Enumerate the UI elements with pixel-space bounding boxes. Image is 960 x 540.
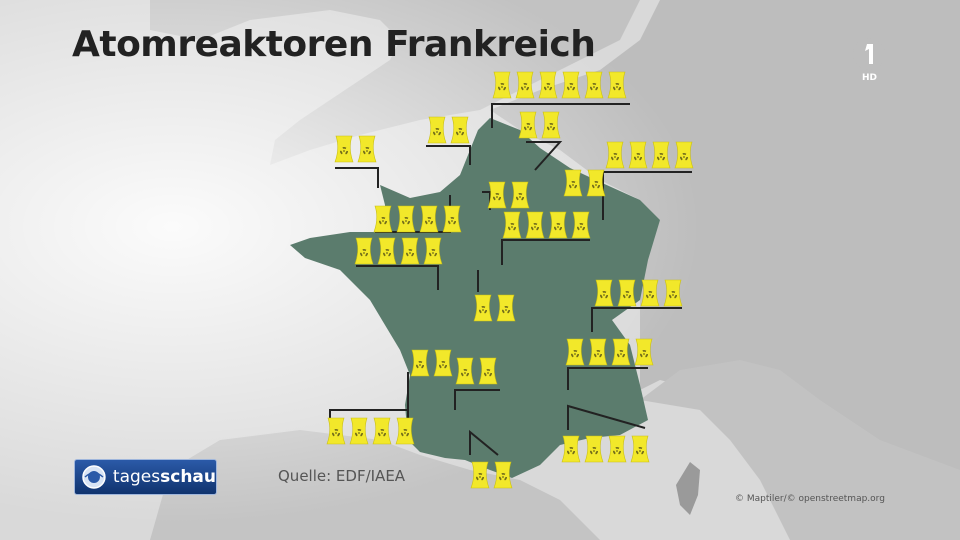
reactor-group [487,181,530,209]
tagesschau-logo: tagesschau [74,459,217,495]
reactor-icon [334,135,354,163]
hd-badge: HD [862,73,877,82]
reactor-icon [640,279,660,307]
reactor-icon [496,294,516,322]
reactor-icon [455,357,475,385]
reactor-icon [487,181,507,209]
reactor-icon [565,338,585,366]
reactor-icon [478,357,498,385]
reactor-icon [630,435,650,463]
reactor-icon [493,461,513,489]
reactor-icon [450,116,470,144]
reactor-icon [442,205,462,233]
reactor-icon [594,279,614,307]
reactor-group [561,435,650,463]
reactor-icon [586,169,606,197]
reactor-icon [354,237,374,265]
reactor-icon [427,116,447,144]
reactor-icon [584,435,604,463]
reactor-icon [628,141,648,169]
ard-one-logo: HD [853,38,885,82]
reactor-icons [326,71,694,489]
reactor-icon [541,111,561,139]
reactor-group [502,211,591,239]
reactor-icon [561,435,581,463]
reactor-icon [377,237,397,265]
logo-brand-regular: tages [112,467,161,487]
map-credit: © Maptiler/© openstreetmap.org [735,494,885,504]
reactor-group [565,338,654,366]
reactor-group [410,349,453,377]
reactor-icon [617,279,637,307]
reactor-icon [634,338,654,366]
reactor-icon [607,71,627,99]
reactor-group [518,111,561,139]
reactor-group [334,135,377,163]
reactor-group [470,461,513,489]
reactor-icon [663,279,683,307]
reactor-icon [563,169,583,197]
reactor-icon [611,338,631,366]
reactor-icon [561,71,581,99]
reactor-group [605,141,694,169]
reactor-group [354,237,443,265]
source-label: Quelle: EDF/IAEA [278,467,406,485]
reactor-icon [674,141,694,169]
logo-brand-bold: schau [160,467,216,487]
reactor-group [563,169,606,197]
reactor-icon [433,349,453,377]
corsica-shape [676,462,700,515]
reactor-icon [538,71,558,99]
tagesschau-globe-icon [82,465,106,489]
reactor-group [492,71,627,99]
reactor-group [594,279,683,307]
reactor-icon [410,349,430,377]
reactor-icon [607,435,627,463]
reactor-group [473,294,516,322]
reactor-icon [510,181,530,209]
reactor-icon [515,71,535,99]
reactor-icon [588,338,608,366]
reactor-group [326,417,415,445]
reactor-icon [492,71,512,99]
reactor-icon [349,417,369,445]
reactor-icon [357,135,377,163]
reactor-icon [548,211,568,239]
reactor-icon [373,205,393,233]
reactor-group [427,116,470,144]
reactor-icon [518,111,538,139]
reactor-icon [584,71,604,99]
reactor-group [455,357,498,385]
reactor-icon [502,211,522,239]
reactor-icon [396,205,416,233]
reactor-icon [470,461,490,489]
map-title: Atomreaktoren Frankreich [72,24,596,65]
reactor-icon [326,417,346,445]
reactor-icon [571,211,591,239]
reactor-icon [651,141,671,169]
reactor-icon [400,237,420,265]
reactor-icon [372,417,392,445]
reactor-icon [419,205,439,233]
reactor-icon [525,211,545,239]
reactor-icon [423,237,443,265]
reactor-icon [473,294,493,322]
reactor-group [373,205,462,233]
reactor-icon [395,417,415,445]
reactor-icon [605,141,625,169]
